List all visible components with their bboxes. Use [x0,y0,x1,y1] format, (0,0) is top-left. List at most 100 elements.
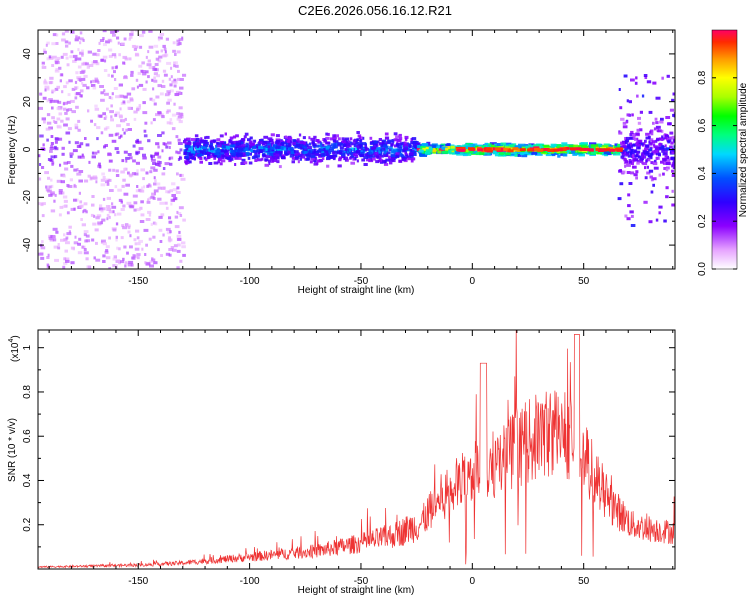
heatmap-cell [122,61,126,65]
heatmap-cell [291,160,295,164]
heatmap-cell [376,147,381,151]
heatmap-cell [140,189,143,193]
heatmap-cell [193,142,197,146]
heatmap-cell [630,149,634,153]
heatmap-cell [415,146,419,150]
heatmap-cell [628,100,632,104]
heatmap-cell [93,151,98,155]
heatmap-cell [106,179,110,183]
heatmap-cell [122,178,126,182]
heatmap-cell [214,148,219,152]
heatmap-cell [397,145,402,149]
heatmap-cell [154,151,160,155]
heatmap-cell [296,138,300,142]
heatmap-cell [264,163,270,167]
heatmap-cell [661,76,664,80]
heatmap-cell [382,144,388,148]
heatmap-cell [75,92,81,95]
heatmap-cell [656,127,659,131]
heatmap-cell [125,128,128,132]
heatmap-cell [84,179,89,183]
heatmap-cell [665,186,669,190]
heatmap-cell [83,74,88,78]
heatmap-cell [173,244,178,248]
heatmap-cell [59,205,64,209]
heatmap-cell [54,87,59,91]
heatmap-cell [273,144,278,148]
heatmap-cell [50,142,54,145]
heatmap-cell [494,143,499,147]
heatmap-cell [114,147,119,151]
heatmap-cell [111,74,114,78]
heatmap-cell [48,55,52,59]
heatmap-cell [545,153,553,157]
heatmap-cell [160,213,165,217]
heatmap-cell [83,208,87,212]
heatmap-cell [161,131,165,135]
heatmap-cell [121,184,125,188]
heatmap-cell [69,99,75,103]
heatmap-cell [636,137,639,141]
heatmap-cell [46,41,50,45]
heatmap-cell [145,55,148,59]
heatmap-cell [180,115,184,119]
heatmap-cell [259,139,264,143]
heatmap-cell [626,144,631,148]
heatmap-cell [398,152,403,156]
heatmap-cell [83,233,87,237]
heatmap-cell [303,141,306,145]
heatmap-cell [421,145,427,149]
heatmap-cell [370,150,376,154]
heatmap-cell [115,111,120,115]
heatmap-cell [455,150,460,154]
heatmap-cell [177,212,182,215]
heatmap-cell [248,144,254,148]
heatmap-cell [407,155,411,159]
heatmap-cell [41,64,45,67]
heatmap-cell [133,47,137,51]
heatmap-cell [354,155,359,158]
heatmap-cell [562,153,568,157]
heatmap-cell [617,197,622,201]
heatmap-cell [384,132,389,136]
heatmap-cell [208,144,212,148]
heatmap-cell [98,207,104,211]
heatmap-cell [50,178,53,182]
heatmap-cell [177,69,180,73]
heatmap-cell [127,230,131,234]
heatmap-cell [155,113,160,117]
heatmap-cell [644,76,648,79]
heatmap-cell [312,143,317,147]
heatmap-cell [185,144,190,148]
heatmap-cell [46,263,50,267]
heatmap-cell [238,156,242,160]
heatmap-cell [671,135,675,139]
heatmap-cell [108,168,112,172]
heatmap-cell [331,145,335,149]
heatmap-cell [672,148,675,152]
heatmap-cell [644,176,648,180]
heatmap-cell [311,157,316,161]
heatmap-cell [614,144,619,148]
heatmap-cell [631,113,634,117]
heatmap-cell [91,238,95,242]
heatmap-cell [329,155,334,159]
heatmap-cell [654,117,658,121]
heatmap-cell [642,150,647,154]
heatmap-cell [63,107,67,111]
heatmap-cell [75,36,81,40]
heatmap-cell [110,104,113,108]
snr-ytick-label: 0.6 [22,429,33,443]
heatmap-cell [267,143,272,147]
heatmap-cell [296,143,301,147]
heatmap-cell [74,96,78,100]
heatmap-cell [404,147,409,151]
heatmap-cell [649,156,653,160]
heatmap-cell [219,162,223,166]
heatmap-cell [672,166,675,169]
heatmap-cell [176,172,179,176]
heatmap-cell [404,143,409,147]
heatmap-cell [184,160,188,164]
heatmap-cell [105,256,111,260]
heatmap-cell [652,162,658,166]
